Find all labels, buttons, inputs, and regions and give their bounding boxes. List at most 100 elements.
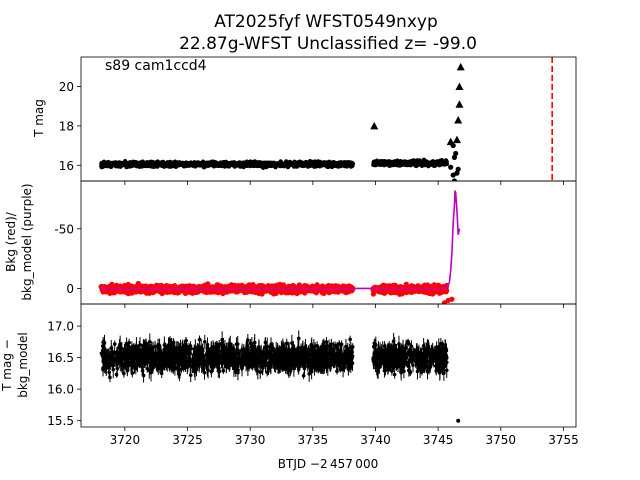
data-point [166,162,172,167]
data-point [124,162,130,168]
data-point [332,160,338,166]
bkg-point [313,290,319,296]
data-point [140,161,145,166]
data-point [337,341,342,346]
data-point [205,162,210,168]
upper-limit-marker [454,115,463,124]
data-point [110,161,115,166]
data-point [373,161,378,166]
upper-limit-marker [455,100,464,108]
data-point [231,163,236,168]
upper-limit-marker [452,135,461,144]
data-point [202,339,207,344]
upper-limit-marker [446,137,455,146]
bkg-point [431,282,437,288]
bkg-point [157,286,164,293]
data-point [406,160,411,166]
bkg-point [302,286,309,293]
background-panel: 0 -50 [54,180,577,308]
data-point [342,161,348,166]
bkg-point [370,291,377,297]
bkg-point [259,291,265,297]
data-point [149,164,154,169]
panel-data [99,330,461,423]
data-point [100,160,106,165]
data-point [180,161,185,167]
data-point [265,370,270,375]
bkg-point [324,288,330,294]
data-point [423,160,429,165]
data-point [143,163,149,169]
y-tick-label: 20 [59,80,74,94]
data-point [323,163,329,168]
data-point [392,160,398,165]
data-point [159,162,164,167]
data-point [257,161,262,166]
bkg-point [314,282,320,288]
data-point [439,161,444,167]
data-point [411,160,417,166]
bkg-point [287,288,293,294]
peak-point [454,170,460,176]
data-point [246,161,251,166]
data-point [115,161,121,167]
magnitude-panel: 16 18 20 [59,56,577,185]
bkg-point [279,286,285,293]
data-point [221,159,227,165]
bkg-point [449,296,455,302]
chart-title-line1: AT2025fyf WFST0549nxyp [214,12,438,32]
upper-limit-marker [370,121,379,130]
upper-limit-marker [455,82,464,91]
data-point [130,162,136,167]
peak-point [453,150,459,157]
data-point [119,162,125,167]
y-tick-label: 0 [66,282,74,296]
data-point [336,162,341,167]
data-point [347,162,352,168]
bkg-point [379,289,385,295]
data-point [444,161,450,167]
peak-point [448,164,454,170]
data-point [108,375,112,380]
chart-title-line2: 22.87g-WFST Unclassified z= -99.0 [179,34,477,54]
bkg-point [103,288,109,294]
data-point [172,159,178,164]
bkg-point [144,288,151,294]
bkg-point [129,290,135,296]
panel-data [98,190,461,304]
data-point [438,158,443,163]
data-point [299,160,304,165]
data-point [379,162,384,167]
bkg-point [233,288,240,294]
data-point [268,161,274,167]
y-tick-label: 18 [59,119,74,133]
data-point [188,162,193,168]
data-point [213,161,219,166]
data-point [381,159,387,164]
bkg-point [397,289,404,295]
bkg-point [135,280,141,287]
bkg-point [209,289,216,295]
data-point [386,162,391,167]
data-point [208,161,214,167]
y-tick-label: 16 [59,159,74,173]
y-tick-label: -50 [54,222,74,236]
data-point [196,161,202,167]
bkg-model-line [101,190,461,290]
data-point [399,159,404,164]
peak-point [451,178,458,181]
data-point [236,162,242,167]
bkg-point [430,289,436,295]
data-point [152,161,158,166]
panel-data [99,57,553,181]
data-point [348,337,352,342]
bkg-point [222,289,228,295]
data-point [276,161,282,167]
data-point [429,161,435,166]
data-point [284,162,289,168]
bkg-point [283,289,289,295]
data-point [306,159,312,165]
data-point [292,160,297,166]
